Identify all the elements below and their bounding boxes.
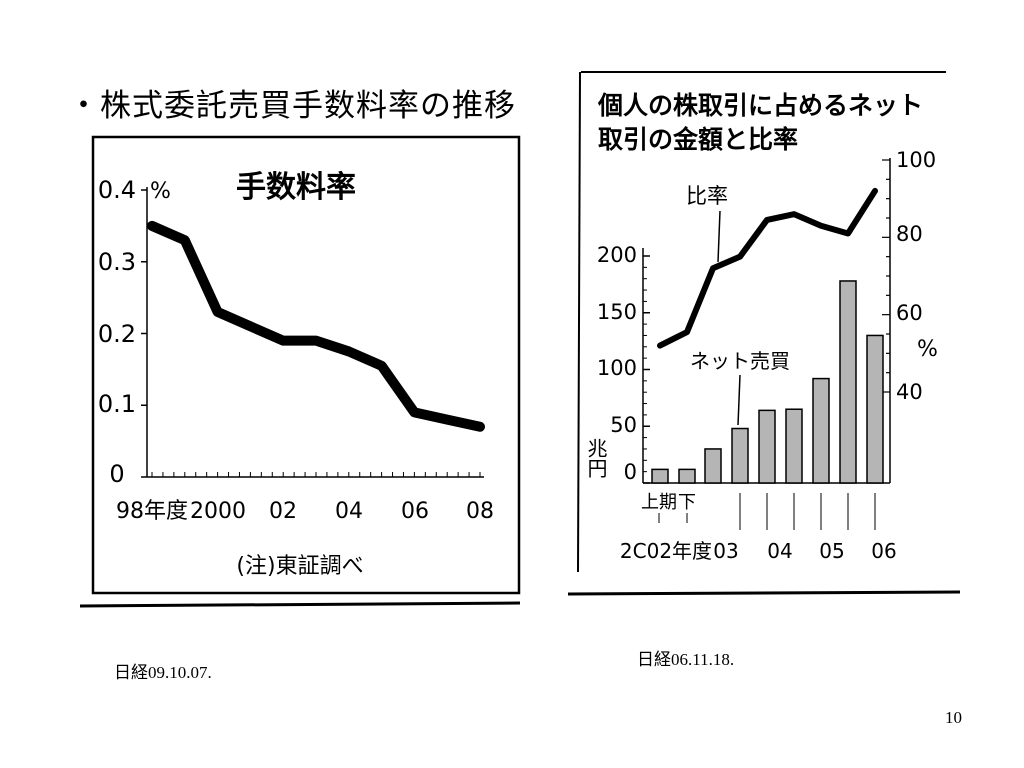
ratio-point bbox=[793, 213, 795, 216]
bar bbox=[678, 468, 696, 484]
chart-bottom-rule bbox=[567, 590, 961, 596]
y-tick-label: 0 bbox=[109, 460, 124, 488]
y-unit-label: % bbox=[150, 179, 171, 204]
chart-title-line1: 個人の株取引に占めるネット bbox=[597, 91, 923, 120]
bar-callout-line bbox=[737, 374, 741, 426]
data-point bbox=[380, 364, 383, 367]
x-tick-label: 02 bbox=[269, 499, 297, 524]
chart-note: (注)東証調べ bbox=[236, 554, 363, 579]
ratio-point bbox=[659, 344, 661, 347]
ratio-point bbox=[847, 232, 849, 235]
data-point bbox=[479, 425, 481, 428]
y-tick-label: 100 bbox=[896, 148, 936, 172]
x-tick-label: 05 bbox=[819, 539, 844, 563]
x-tick-label: 04 bbox=[335, 499, 363, 524]
y-tick-label: 0 bbox=[624, 460, 637, 484]
bar bbox=[731, 427, 749, 484]
net-trading-bars bbox=[651, 280, 884, 484]
right-y-ticks bbox=[882, 159, 890, 393]
y-tick-label: 0.4 bbox=[98, 176, 136, 204]
bar bbox=[704, 448, 722, 484]
y-tick-label: 60 bbox=[896, 301, 923, 325]
x-tick-label: 下 bbox=[678, 492, 696, 513]
chart-frame bbox=[91, 135, 521, 595]
data-point bbox=[446, 418, 449, 421]
commission-rate-series bbox=[147, 220, 485, 432]
data-point bbox=[413, 411, 416, 414]
y-tick-label: 0.2 bbox=[98, 320, 136, 348]
ratio-point bbox=[820, 224, 822, 227]
ratio-series-label: 比率 bbox=[686, 184, 728, 208]
y-tick-label: 200 bbox=[597, 243, 637, 267]
bar-series-label: ネット売買 bbox=[690, 349, 790, 373]
x-tick-label: 06 bbox=[401, 499, 429, 524]
x-tick-label: 98年度 bbox=[116, 499, 188, 524]
source-left: 日経09.10.07. bbox=[114, 663, 212, 682]
bar bbox=[758, 409, 776, 484]
ratio-point bbox=[712, 267, 714, 270]
left-axis-unit: 兆円 bbox=[584, 438, 608, 478]
left-y-ticks bbox=[643, 255, 650, 484]
x-tick-label: 04 bbox=[767, 539, 792, 563]
y-tick-label: 150 bbox=[597, 300, 637, 324]
x-ticks bbox=[151, 472, 481, 477]
ratio-point bbox=[874, 189, 876, 192]
chart-bottom-rule bbox=[79, 601, 521, 608]
left-y-tick-labels: 0 50 100 150 200 bbox=[597, 243, 637, 484]
data-point bbox=[249, 325, 252, 328]
y-tick-label: 40 bbox=[896, 380, 923, 404]
ratio-line bbox=[657, 187, 878, 349]
bar bbox=[866, 334, 884, 484]
ratio-point bbox=[766, 218, 768, 221]
data-point bbox=[347, 350, 350, 353]
page-number: 10 bbox=[945, 708, 962, 727]
data-point bbox=[183, 239, 186, 242]
bar bbox=[785, 408, 803, 484]
ratio-callout-line bbox=[717, 210, 721, 263]
slide-title: ・株式委託売買手数料率の推移 bbox=[68, 88, 516, 124]
x-tick-label: 2C02年度 bbox=[620, 539, 712, 563]
y-tick-label: 100 bbox=[597, 356, 637, 380]
x-tick-label: 03 bbox=[713, 539, 738, 563]
chart-left-rule bbox=[577, 71, 581, 573]
chart-title: 手数料率 bbox=[236, 170, 356, 205]
x-tick-label: 08 bbox=[466, 499, 494, 524]
chart-title-line2: 取引の金額と比率 bbox=[598, 125, 798, 154]
y-tick-label: 0.1 bbox=[98, 390, 136, 418]
y-tick-label: 80 bbox=[896, 222, 923, 246]
data-point bbox=[216, 310, 219, 313]
right-axis-unit: % bbox=[917, 337, 938, 362]
source-right: 日経06.11.18. bbox=[637, 650, 735, 669]
y-ticks bbox=[141, 189, 147, 478]
right-y-tick-labels: 40 60 80 100 bbox=[896, 148, 936, 404]
ratio-point bbox=[739, 255, 741, 258]
data-point bbox=[315, 339, 317, 342]
y-tick-labels: 0 0.1 0.2 0.3 0.4 bbox=[98, 176, 136, 488]
x-tick-label: 2000 bbox=[190, 499, 246, 524]
y-tick-label: 0.3 bbox=[98, 248, 136, 276]
bar bbox=[812, 377, 830, 484]
x-tick-label: 上期 bbox=[641, 492, 677, 513]
x-tick-label: 06 bbox=[871, 539, 896, 563]
bar bbox=[651, 468, 669, 484]
bar bbox=[839, 280, 857, 484]
y-tick-label: 50 bbox=[610, 413, 637, 437]
ratio-point bbox=[686, 331, 688, 334]
data-point bbox=[151, 224, 153, 227]
x-tick-labels: 98年度 2000 02 04 06 08 bbox=[116, 499, 494, 524]
year-dividers bbox=[739, 493, 876, 530]
data-point bbox=[282, 339, 285, 342]
